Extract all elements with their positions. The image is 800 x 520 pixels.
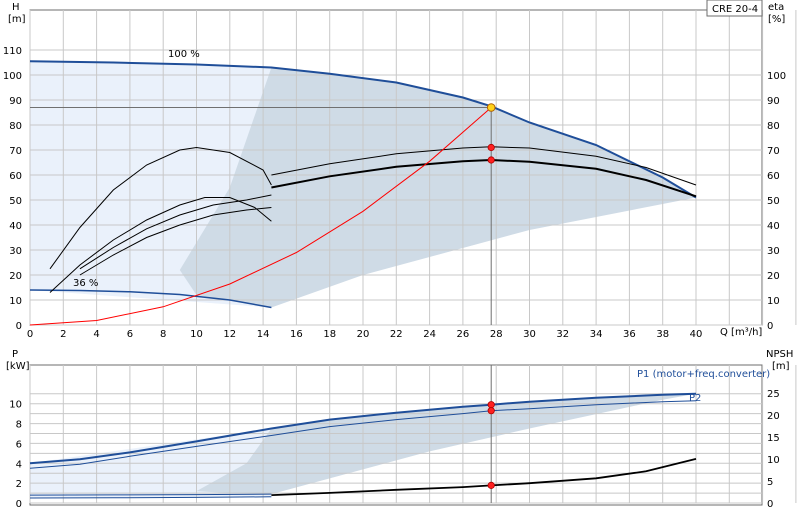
x-tick-label: 26	[457, 329, 470, 340]
eta-tick-label: 0	[767, 321, 773, 332]
h-axis-label: H	[12, 2, 20, 13]
npsh-tick-label: 15	[767, 433, 780, 444]
h-tick-label: 60	[9, 171, 22, 182]
duty-point-marker	[486, 103, 496, 112]
eta-tick-label: 40	[767, 221, 780, 232]
eta-tick-label: 80	[767, 121, 780, 132]
x-tick-label: 4	[93, 329, 99, 340]
x-tick-label: 16	[290, 329, 303, 340]
curve-p1	[29, 392, 697, 465]
p1-series-label: P1 (motor+freq.converter)	[637, 369, 770, 380]
p-tick-label: 8	[16, 420, 22, 431]
x-tick-label: 20	[357, 329, 370, 340]
curve-h_min	[29, 289, 272, 309]
curves	[29, 60, 697, 503]
eta-tick-label: 50	[767, 196, 780, 207]
x-tick-label: 22	[390, 329, 403, 340]
npsh-tick-label: 20	[767, 411, 780, 422]
model-badge-box	[706, 0, 763, 17]
p-tick-label: 6	[16, 439, 22, 450]
curve-p_min_2	[29, 496, 272, 499]
curve-p2	[29, 400, 697, 469]
x-tick-label: 10	[190, 329, 203, 340]
p-tick-label: 10	[9, 400, 22, 411]
eta-tick-label: 30	[767, 246, 780, 257]
p2-marker	[487, 407, 495, 415]
x-tick-label: 38	[656, 329, 669, 340]
h-tick-label: 80	[9, 121, 22, 132]
x-tick-label: 6	[127, 329, 133, 340]
x-tick-label: 40	[690, 329, 703, 340]
p-tick-label: 2	[16, 479, 22, 490]
h-tick-label: 20	[9, 271, 22, 282]
npsh-axis-label: NPSH	[766, 349, 793, 360]
operating-range-shading	[30, 61, 697, 498]
x-tick-label: 34	[590, 329, 603, 340]
h-tick-label: 0	[16, 321, 22, 332]
x-tick-label: 0	[27, 329, 33, 340]
curve-eta_lower_a	[79, 207, 272, 276]
eta-tick-label: 70	[767, 146, 780, 157]
h-tick-label: 10	[9, 296, 22, 307]
npsh-tick-label: 10	[767, 455, 780, 466]
eta-tick-label: 60	[767, 171, 780, 182]
x-tick-label: 30	[523, 329, 536, 340]
p-tick-label: 0	[16, 499, 22, 510]
h-tick-label: 30	[9, 246, 22, 257]
eta-axis-label: eta	[768, 2, 784, 13]
npsh-marker	[487, 481, 495, 489]
x-tick-label: 12	[223, 329, 236, 340]
tick-labels: 0 2 4 6 8 10 12 14 16 18 20 22 24 26 28 30 32 34 36 38 40010…	[3, 46, 786, 510]
p-axis-label: P	[12, 349, 18, 360]
eta-total-marker	[487, 156, 495, 164]
curve-eta_left_lower	[49, 197, 272, 293]
x-tick-label: 8	[160, 329, 166, 340]
h-tick-label: 110	[3, 46, 22, 57]
curve-eta_left_upper	[49, 146, 272, 270]
curve-eta_lower_b	[79, 194, 272, 270]
h-tick-label: 40	[9, 221, 22, 232]
operating-point-markers	[486, 103, 496, 489]
p2-series-label: P2	[689, 393, 701, 404]
h-tick-label: 70	[9, 146, 22, 157]
curve-h_max	[29, 60, 697, 199]
eta-axis-unit: [%]	[768, 14, 785, 25]
eta-tick-label: 20	[767, 271, 780, 282]
eta-tick-label: 90	[767, 96, 780, 107]
curve-p_min	[29, 493, 272, 496]
p-axis-unit: [kW]	[6, 361, 30, 372]
npsh-tick-label: 0	[767, 499, 773, 510]
x-tick-label: 28	[490, 329, 503, 340]
q-axis-label: Q [m³/h]	[720, 327, 762, 338]
eta-motor-pump-marker	[487, 143, 495, 152]
eta-tick-label: 10	[767, 296, 780, 307]
power-operating-area	[196, 393, 696, 495]
eta-tick-label: 100	[767, 71, 786, 82]
h-tick-label: 100	[3, 71, 22, 82]
x-tick-label: 14	[257, 329, 270, 340]
model-badge: CRE 20-4	[712, 4, 758, 15]
x-tick-label: 24	[423, 329, 436, 340]
x-tick-label: 2	[60, 329, 66, 340]
h-tick-label: 90	[9, 96, 22, 107]
min-speed-label: 36 %	[73, 278, 98, 289]
p-tick-label: 4	[16, 459, 22, 470]
x-tick-label: 18	[323, 329, 336, 340]
max-speed-label: 100 %	[168, 49, 200, 60]
h-axis-unit: [m]	[8, 14, 26, 25]
x-tick-label: 36	[623, 329, 636, 340]
x-tick-label: 32	[556, 329, 569, 340]
npsh-tick-label: 5	[767, 477, 773, 488]
operating-area	[179, 67, 697, 308]
curve-system_curve	[29, 107, 492, 326]
npsh-tick-label: 25	[767, 389, 780, 400]
h-tick-label: 50	[9, 196, 22, 207]
npsh-axis-unit: [m]	[772, 361, 790, 372]
p1-marker	[487, 401, 495, 409]
